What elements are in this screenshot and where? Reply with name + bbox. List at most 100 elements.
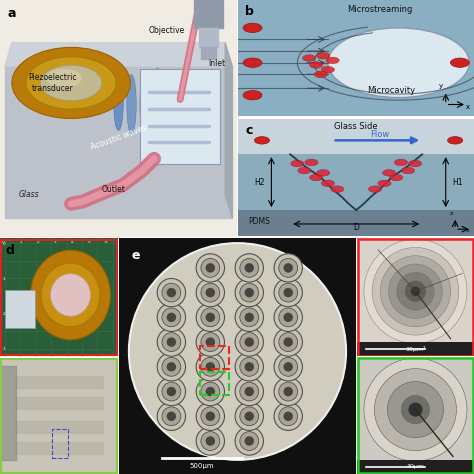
Text: Flow: Flow [370,130,390,139]
Circle shape [245,263,254,273]
Circle shape [201,308,220,327]
Circle shape [383,170,396,176]
Circle shape [364,239,467,343]
FancyBboxPatch shape [0,0,237,237]
Text: 1: 1 [3,277,5,281]
Circle shape [283,313,293,322]
Circle shape [374,369,456,451]
Text: H1: H1 [452,178,463,187]
Circle shape [401,396,429,424]
Circle shape [157,278,185,307]
Circle shape [206,436,215,446]
Circle shape [240,308,259,327]
Circle shape [240,382,259,401]
Circle shape [196,254,225,282]
Text: 2: 2 [36,239,39,244]
Circle shape [380,256,451,327]
Text: 4: 4 [71,239,73,244]
Text: PDMS: PDMS [249,217,271,226]
Circle shape [235,427,264,455]
Circle shape [245,436,254,446]
Text: y: y [439,83,443,89]
Circle shape [201,333,220,352]
FancyBboxPatch shape [238,0,474,116]
Circle shape [409,160,422,167]
Circle shape [283,288,293,297]
Circle shape [167,411,176,421]
Circle shape [201,258,220,277]
FancyBboxPatch shape [238,210,474,236]
Circle shape [206,411,215,421]
Text: x: x [466,104,470,109]
Circle shape [167,288,176,297]
Text: d: d [6,244,15,257]
Circle shape [245,288,254,297]
Circle shape [196,303,225,331]
Circle shape [201,357,220,376]
Polygon shape [225,43,232,218]
Circle shape [368,186,382,192]
Circle shape [235,303,264,331]
Circle shape [129,243,346,460]
Circle shape [157,328,185,356]
Text: x: x [466,228,470,233]
Ellipse shape [51,274,91,316]
Polygon shape [5,43,232,66]
Text: 3: 3 [3,347,6,351]
Circle shape [401,167,415,174]
Ellipse shape [127,74,137,134]
Circle shape [279,357,298,376]
Ellipse shape [26,57,116,109]
Circle shape [279,308,298,327]
Circle shape [274,278,302,307]
Circle shape [411,286,420,296]
Circle shape [157,303,185,331]
Ellipse shape [114,78,123,130]
Circle shape [240,432,259,450]
Ellipse shape [140,71,149,137]
Circle shape [162,333,181,352]
Circle shape [196,278,225,307]
Circle shape [196,328,225,356]
Circle shape [447,137,463,144]
Text: 6: 6 [104,239,107,244]
Circle shape [240,333,259,352]
Circle shape [201,407,220,426]
Circle shape [235,254,264,282]
FancyBboxPatch shape [238,155,474,210]
FancyBboxPatch shape [5,290,35,328]
Circle shape [321,180,335,187]
Circle shape [162,283,181,302]
Ellipse shape [12,47,130,118]
Ellipse shape [30,250,110,340]
Text: Glass: Glass [19,190,40,199]
Circle shape [235,377,264,406]
Text: D: D [353,223,359,232]
Circle shape [450,58,469,67]
Text: Microstreaming: Microstreaming [347,5,412,14]
Circle shape [364,358,467,461]
Circle shape [235,402,264,430]
FancyBboxPatch shape [119,238,356,474]
Text: z: z [450,211,453,216]
Polygon shape [5,66,232,218]
Circle shape [245,337,254,347]
Circle shape [206,337,215,347]
Circle shape [201,432,220,450]
Circle shape [394,159,408,166]
Circle shape [243,23,262,33]
Circle shape [372,247,459,335]
Circle shape [157,353,185,381]
Circle shape [245,313,254,322]
Circle shape [162,407,181,426]
FancyBboxPatch shape [0,358,118,474]
Ellipse shape [46,69,82,88]
Circle shape [201,382,220,401]
FancyBboxPatch shape [238,119,474,155]
Circle shape [167,313,176,322]
Circle shape [279,258,298,277]
Circle shape [389,264,442,319]
FancyBboxPatch shape [238,119,474,236]
Circle shape [245,387,254,396]
Circle shape [162,357,181,376]
